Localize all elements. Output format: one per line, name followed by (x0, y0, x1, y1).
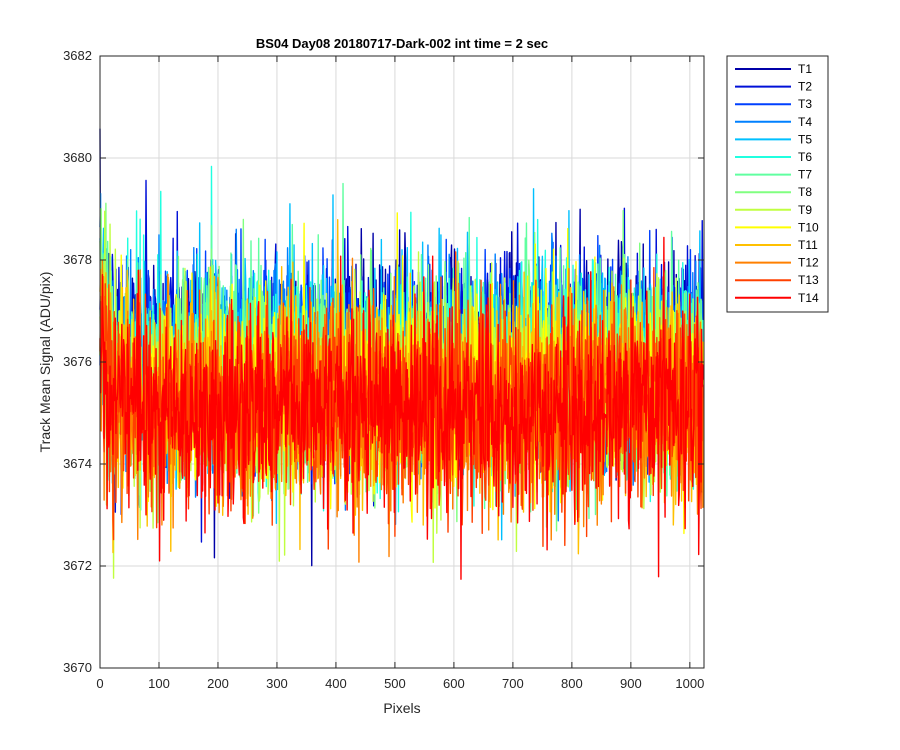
series-line-t14 (99, 236, 705, 580)
x-tick-label: 800 (561, 676, 583, 691)
y-tick-label: 3674 (63, 456, 92, 471)
y-tick-label: 3676 (63, 354, 92, 369)
legend-label-t11: T11 (798, 238, 818, 252)
legend-label-t3: T3 (798, 97, 812, 111)
x-tick-label: 400 (325, 676, 347, 691)
x-tick-label: 500 (384, 676, 406, 691)
x-tick-label: 1000 (675, 676, 704, 691)
x-tick-label: 300 (266, 676, 288, 691)
legend-label-t7: T7 (798, 168, 812, 182)
legend-label-t5: T5 (798, 132, 812, 146)
legend-label-t10: T10 (798, 220, 819, 234)
x-tick-label: 600 (443, 676, 465, 691)
y-axis-label: Track Mean Signal (ADU/pix) (37, 272, 53, 453)
chart-title: BS04 Day08 20180717-Dark-002 int time = … (256, 36, 548, 51)
x-tick-label: 100 (148, 676, 170, 691)
y-tick-label: 3670 (63, 660, 92, 675)
legend-label-t2: T2 (798, 80, 812, 94)
legend-label-t13: T13 (798, 273, 819, 287)
legend-label-t6: T6 (798, 150, 812, 164)
x-tick-label: 0 (96, 676, 103, 691)
legend-label-t1: T1 (798, 62, 812, 76)
legend-label-t12: T12 (798, 256, 819, 270)
x-tick-label: 900 (620, 676, 642, 691)
legend-label-t9: T9 (798, 203, 812, 217)
y-axis-ticks: 3670 3672 3674 3676 3678 3680 3682 (63, 48, 704, 675)
y-tick-label: 3672 (63, 558, 92, 573)
legend-label-t8: T8 (798, 185, 812, 199)
series-lines (99, 128, 705, 580)
y-tick-label: 3678 (63, 252, 92, 267)
legend-label-t4: T4 (798, 115, 812, 129)
x-tick-label: 200 (207, 676, 229, 691)
y-tick-label: 3680 (63, 150, 92, 165)
x-tick-label: 700 (502, 676, 524, 691)
legend-box (726, 55, 829, 313)
y-tick-label: 3682 (63, 48, 92, 63)
legend-label-t14: T14 (798, 291, 819, 305)
x-axis-ticks: 0 100 200 300 400 500 600 700 800 900 1000 (96, 56, 704, 691)
x-axis-label: Pixels (383, 700, 420, 716)
legend: T1 T2 T3 T4 T5 T6 T7 T8 T9 T10 T11 T12 T13 T14 (726, 55, 829, 313)
